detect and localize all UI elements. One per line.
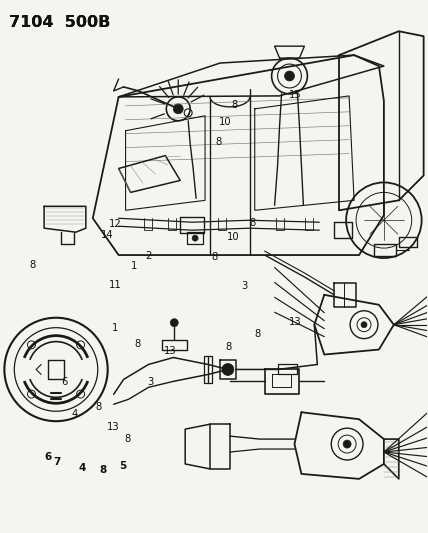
Text: 1: 1 xyxy=(131,261,137,271)
Text: 3: 3 xyxy=(147,377,153,387)
Text: 8: 8 xyxy=(95,402,101,412)
Text: 6: 6 xyxy=(61,377,68,387)
Text: 8: 8 xyxy=(255,329,261,340)
Text: 1: 1 xyxy=(112,323,119,333)
Text: 8: 8 xyxy=(215,138,221,148)
Text: 2: 2 xyxy=(146,252,152,261)
Text: 7104  500B: 7104 500B xyxy=(9,15,111,30)
Circle shape xyxy=(192,235,198,241)
Text: 8: 8 xyxy=(249,218,256,228)
Text: 4: 4 xyxy=(71,409,77,419)
Text: 11: 11 xyxy=(109,280,122,290)
Circle shape xyxy=(285,71,294,81)
Text: 8: 8 xyxy=(125,434,131,445)
Circle shape xyxy=(361,322,367,328)
Text: 7104  500B: 7104 500B xyxy=(9,15,111,30)
Text: 8: 8 xyxy=(212,253,218,262)
Text: 10: 10 xyxy=(219,117,232,127)
Circle shape xyxy=(173,104,183,114)
Text: 8: 8 xyxy=(226,342,232,352)
Circle shape xyxy=(170,319,178,327)
Text: 15: 15 xyxy=(288,90,301,100)
Text: 14: 14 xyxy=(101,230,113,240)
Text: 7: 7 xyxy=(53,457,60,466)
Text: 6: 6 xyxy=(45,453,52,463)
Text: 12: 12 xyxy=(109,219,121,229)
Text: 8: 8 xyxy=(231,100,238,110)
Text: 5: 5 xyxy=(119,461,126,471)
Text: 4: 4 xyxy=(78,463,86,473)
Circle shape xyxy=(343,440,351,448)
Text: 8: 8 xyxy=(134,339,140,349)
Text: 13: 13 xyxy=(289,317,302,327)
Circle shape xyxy=(222,364,234,375)
Text: 3: 3 xyxy=(241,281,248,291)
Text: 8: 8 xyxy=(100,465,107,475)
Text: 13: 13 xyxy=(164,346,177,357)
Text: 13: 13 xyxy=(107,422,119,432)
Text: 10: 10 xyxy=(227,232,239,243)
Text: 8: 8 xyxy=(30,260,36,270)
